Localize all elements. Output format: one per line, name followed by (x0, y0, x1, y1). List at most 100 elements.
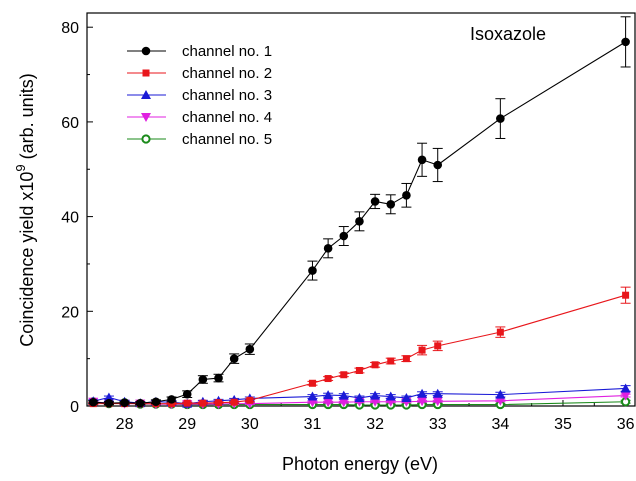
x-tick-label: 29 (178, 416, 196, 433)
x-tick-label: 28 (116, 416, 134, 433)
data-point (354, 392, 365, 402)
data-point (387, 357, 395, 365)
y-tick-label: 40 (61, 210, 79, 227)
data-point (402, 190, 411, 200)
data-point (307, 391, 318, 401)
data-point (402, 355, 410, 363)
data-point (324, 375, 332, 383)
data-point (338, 390, 349, 400)
series-layer (88, 16, 631, 410)
data-point (622, 291, 630, 299)
data-point (246, 396, 254, 404)
legend-item-3: channel no. 3 (127, 87, 272, 104)
data-point (355, 366, 363, 374)
data-point (496, 114, 505, 123)
data-point (323, 398, 334, 408)
data-point (433, 160, 443, 170)
data-point (308, 379, 316, 387)
x-tick-label: 30 (241, 416, 259, 433)
data-point (620, 383, 631, 393)
y-tick-label: 0 (70, 399, 79, 416)
data-point (355, 217, 364, 226)
legend-marker (141, 90, 151, 99)
data-point (308, 266, 317, 275)
data-point (370, 397, 381, 407)
data-point (620, 391, 631, 401)
data-point (339, 231, 349, 241)
data-point (495, 389, 506, 399)
data-point (230, 398, 238, 406)
data-point (214, 373, 223, 383)
data-point (385, 391, 396, 401)
data-point (432, 388, 443, 398)
y-axis-title-main: Coincidence yield x10 (17, 172, 37, 347)
data-point (104, 398, 114, 408)
data-point (323, 244, 333, 253)
data-point (167, 395, 176, 404)
y-tick-label: 20 (61, 304, 79, 321)
data-point (135, 398, 145, 408)
data-point (340, 371, 348, 379)
data-point (151, 397, 161, 407)
data-point (183, 399, 191, 407)
series-line (93, 41, 626, 404)
legend-label: channel no. 1 (182, 43, 272, 60)
data-point (199, 399, 207, 407)
y-axis-title-exponent: 9 (13, 164, 28, 171)
data-point (417, 388, 428, 398)
legend-label: channel no. 2 (182, 65, 272, 82)
y-axis-title: Coincidence yield x109 (arb. units) (13, 73, 37, 346)
x-axis-title: Photon energy (eV) (282, 454, 438, 474)
legend-label: channel no. 4 (182, 109, 272, 126)
legend-item-2: channel no. 2 (127, 65, 272, 82)
data-point (245, 344, 255, 354)
x-tick-label: 36 (617, 416, 635, 433)
data-point (495, 396, 506, 406)
legend-marker (142, 69, 150, 77)
data-point (434, 342, 442, 350)
x-tick-label: 31 (304, 416, 322, 433)
data-point (323, 390, 334, 400)
data-point (370, 390, 381, 400)
series-2 (88, 286, 631, 408)
data-point (371, 361, 379, 369)
data-point (418, 346, 426, 354)
data-point (182, 389, 192, 399)
x-tick-label: 32 (366, 416, 384, 433)
x-tick-label: 35 (554, 416, 572, 433)
y-tick-label: 80 (61, 20, 79, 37)
legend-marker (141, 134, 151, 144)
data-point (496, 328, 504, 336)
legend-item-4: channel no. 4 (127, 109, 272, 126)
legend-label: channel no. 3 (182, 87, 272, 104)
data-point (386, 199, 396, 209)
data-point (215, 399, 223, 407)
data-point (370, 197, 380, 206)
annotation-isoxazole: Isoxazole (470, 24, 546, 44)
data-point (338, 398, 349, 408)
data-point (417, 155, 427, 165)
data-point (103, 392, 114, 402)
legend-marker (141, 113, 151, 122)
legend-label: channel no. 5 (182, 131, 272, 148)
data-point (417, 397, 428, 407)
data-point (432, 397, 443, 407)
y-axis-title-units: (arb. units) (17, 73, 37, 164)
legend: channel no. 1 channel no. 2 channel no. 3 c… (127, 43, 272, 148)
data-point (198, 375, 208, 384)
data-point (229, 354, 239, 363)
legend-marker (141, 46, 151, 56)
plot-frame (86, 12, 636, 407)
series-1 (88, 16, 631, 408)
legend-item-1: channel no. 1 (127, 43, 272, 60)
data-point (120, 398, 129, 407)
data-point (401, 392, 412, 402)
data-point (621, 37, 630, 47)
data-point (88, 397, 98, 407)
x-tick-label: 33 (429, 416, 447, 433)
legend-item-5: channel no. 5 (127, 131, 272, 148)
x-tick-label: 34 (491, 416, 509, 433)
series-line (93, 294, 626, 405)
y-tick-label: 60 (61, 115, 79, 132)
